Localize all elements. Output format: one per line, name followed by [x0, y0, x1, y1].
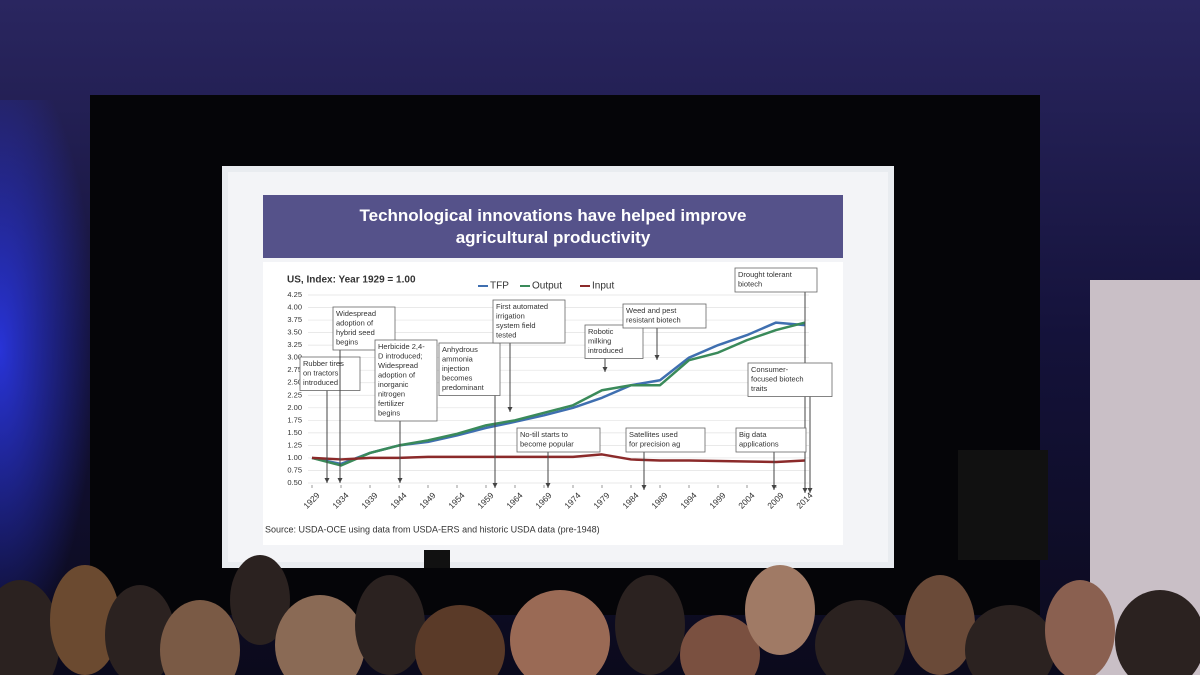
annotation-text: Rubber tires: [303, 359, 344, 368]
y-tick-label: 3.75: [287, 315, 302, 324]
annotation-text: Widespread: [336, 309, 376, 318]
arrow-head: [802, 488, 808, 493]
annotation-text: milking: [588, 336, 611, 345]
annotation-text: applications: [739, 439, 779, 448]
annotation-box: [625, 427, 706, 453]
y-tick-label: 1.00: [287, 453, 302, 462]
source: Source: USDA-OCE using data from USDA-ER…: [265, 524, 600, 534]
y-tick-label: 1.50: [287, 428, 302, 437]
annotation-text: Herbicide 2,4-: [378, 342, 425, 351]
arrow-head: [654, 355, 660, 360]
annotation-text: Widespread: [378, 361, 418, 370]
annotation-text: adoption of: [378, 370, 416, 379]
legend-label: TFP: [490, 281, 509, 292]
chart: US, Index: Year 1929 = 1.00 Source: USDA-…: [265, 267, 833, 534]
y-tick-label: 3.00: [287, 353, 302, 362]
arrow-head: [807, 488, 813, 493]
y-tick-label: 1.75: [287, 415, 302, 424]
y-tick-label: 2.00: [287, 403, 302, 412]
y-tick-label: 0.75: [287, 465, 302, 474]
arrow-head: [771, 485, 777, 490]
annotation-text: nitrogen: [378, 389, 405, 398]
y-tick-label: 2.25: [287, 390, 302, 399]
annotation-text: Robotic: [588, 327, 614, 336]
annotation-box: [516, 427, 601, 453]
annotation-text: adoption of: [336, 318, 374, 327]
chart-title: Technological innovations have helped im…: [359, 205, 747, 247]
annotation-text: introduced: [303, 378, 338, 387]
annotation-box: [374, 339, 438, 422]
annotation-text: becomes: [442, 373, 473, 382]
annotation-text: focused biotech: [751, 374, 804, 383]
y-tick-label: 3.50: [287, 328, 302, 337]
annotation-text: on tractors: [303, 368, 339, 377]
annotation-text: ammonia: [442, 354, 474, 363]
annotation-text: No-till starts to: [520, 430, 568, 439]
annotation-text: inorganic: [378, 380, 409, 389]
annotation-text: resistant biotech: [626, 315, 681, 324]
annotation-text: for precision ag: [629, 439, 680, 448]
annotation-text: biotech: [738, 279, 762, 288]
subtitle: US, Index: Year 1929 = 1.00: [287, 275, 416, 286]
annotation-box: [492, 299, 566, 344]
annotation-text: injection: [442, 364, 470, 373]
annotation-text: Anhydrous: [442, 345, 478, 354]
annotation-box: [622, 303, 707, 329]
arrow-head: [397, 478, 403, 483]
annotation-box: [747, 362, 833, 397]
annotation-text: traits: [751, 384, 768, 393]
annotation-box: [735, 427, 807, 453]
arrow-head: [324, 478, 330, 483]
annotation-text: fertilizer: [378, 399, 405, 408]
series-line: [311, 321, 806, 467]
y-tick-label: 0.50: [287, 478, 302, 487]
y-tick-label: 1.25: [287, 440, 302, 449]
legend-label: Input: [592, 281, 614, 292]
annotation-text: Weed and pest: [626, 306, 677, 315]
y-tick-label: 2.50: [287, 378, 302, 387]
title-banner: [263, 195, 843, 258]
annotation-text: Satellites used: [629, 430, 678, 439]
annotation-box: [299, 356, 361, 391]
arrow-head: [337, 478, 343, 483]
annotation-text: Drought tolerant: [738, 270, 793, 279]
arrow-head: [507, 407, 513, 412]
annotation-text: Big data: [739, 430, 767, 439]
arrow-head: [545, 483, 551, 488]
annotation-text: irrigation: [496, 311, 525, 320]
annotation-box: [584, 324, 644, 359]
annotation-text: hybrid seed: [336, 328, 375, 337]
annotation-text: predominant: [442, 383, 485, 392]
speaker: [958, 450, 1048, 560]
y-tick-label: 4.00: [287, 303, 302, 312]
annotation-text: begins: [378, 408, 400, 417]
arrow-head: [492, 483, 498, 488]
annotation-text: Consumer-: [751, 365, 789, 374]
y-tick-label: 4.25: [287, 290, 302, 299]
annotation-text: become popular: [520, 439, 574, 448]
title-box: Technological innovations have helped im…: [263, 195, 843, 258]
annotation-box: [438, 342, 501, 396]
annotation-text: system field: [496, 321, 536, 330]
y-tick-label: 2.75: [287, 365, 302, 374]
annotation-text: begins: [336, 337, 358, 346]
arrow-head: [641, 485, 647, 490]
annotation-text: tested: [496, 330, 516, 339]
annotation-text: First automated: [496, 302, 548, 311]
arrow-head: [602, 367, 608, 372]
audience: [0, 550, 1200, 675]
annotation-text: D introduced;: [378, 351, 423, 360]
annotation-text: introduced: [588, 346, 623, 355]
annotation-box: [734, 267, 818, 293]
series-line: [311, 453, 806, 464]
y-tick-label: 3.25: [287, 340, 302, 349]
legend-label: Output: [532, 281, 562, 292]
